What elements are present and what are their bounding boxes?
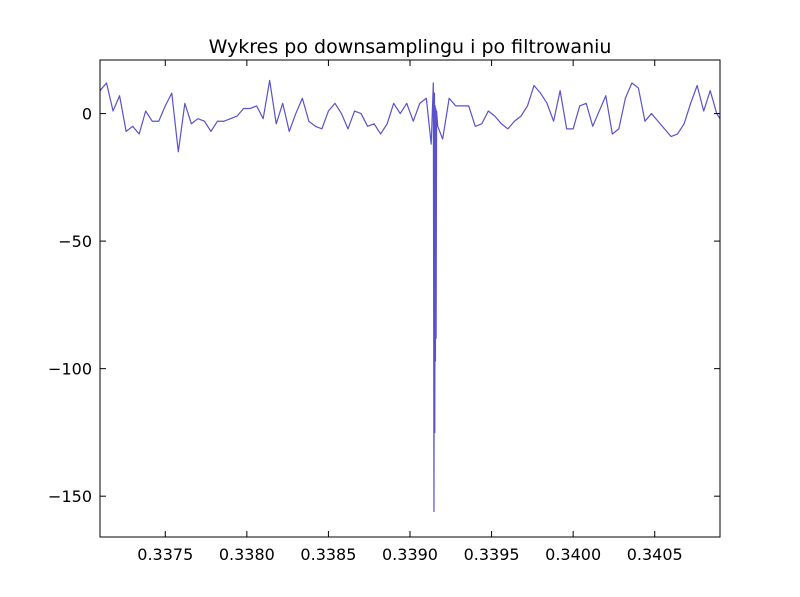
series-line-0 xyxy=(100,79,720,513)
x-tick-label: 0.3385 xyxy=(300,545,356,564)
x-tick-label: 0.3400 xyxy=(545,545,601,564)
x-tick-label: 0.3390 xyxy=(382,545,438,564)
y-tick-label: −150 xyxy=(48,487,92,506)
plot-frame xyxy=(99,59,721,538)
chart-title: Wykres po downsamplingu i po filtrowaniu xyxy=(209,36,612,58)
plot-area xyxy=(100,79,720,513)
x-tick-label: 0.3375 xyxy=(137,545,193,564)
x-axis: 0.3375 0.3380 0.3385 0.3390 0.3395 0.3400 0.34… xyxy=(137,60,683,564)
y-tick-label: −50 xyxy=(58,232,92,251)
y-tick-label: −100 xyxy=(48,360,92,379)
x-tick-label: 0.3380 xyxy=(219,545,275,564)
x-tick-label: 0.3395 xyxy=(464,545,520,564)
y-axis: 0 −50 −100 −150 xyxy=(48,105,720,506)
y-tick-label: 0 xyxy=(82,105,92,124)
x-tick-label: 0.3405 xyxy=(627,545,683,564)
